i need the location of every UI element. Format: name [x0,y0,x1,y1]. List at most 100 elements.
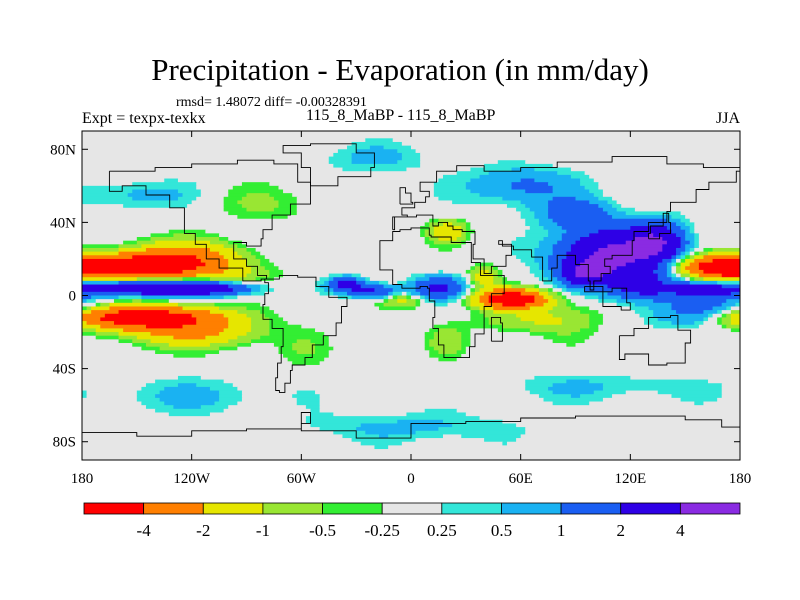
map-cell [520,200,549,205]
map-cell [685,251,691,256]
map-cell [237,386,526,392]
map-cell [269,332,325,337]
map-cell [470,233,526,238]
map-cell [82,160,330,165]
map-cell [666,273,673,278]
coastline [648,212,671,240]
map-cell [657,262,668,267]
map-cell [420,302,435,308]
map-cell [91,295,120,300]
map-cell [612,215,673,220]
map-cell [365,138,394,143]
map-cell [219,332,248,337]
map-cell [520,280,545,286]
map-cell [511,284,535,289]
map-cell [223,408,312,414]
map-cell [237,295,339,300]
map-cell [82,255,133,260]
colorbar-swatch [83,502,145,515]
map-cell [689,229,695,234]
map-cell [82,328,97,333]
map-cell [95,332,120,337]
map-cell [269,269,284,275]
map-cell [82,280,120,286]
map-cell [666,266,673,271]
map-cell [424,335,435,340]
map-cell [470,313,485,319]
map-cell [561,317,590,322]
map-cell [548,211,609,216]
map-cell [493,277,503,282]
map-cell [685,244,695,249]
map-cell [461,302,467,308]
map-cell [497,266,531,271]
map-cell [351,156,403,161]
map-cell [689,247,695,253]
map-cell [602,193,740,198]
map-cell [671,266,677,271]
map-cell [474,280,481,286]
map-cell [575,196,599,202]
stats-line: rmsd= 1.48072 diff= -0.00328391 [176,95,367,110]
map-cell [474,291,485,297]
map-cell [721,383,740,388]
map-cell [333,430,366,436]
map-cell [634,310,654,315]
map-cell [200,405,229,410]
map-cell [82,229,170,234]
map-cell [676,266,682,271]
colorbar-label: -0.25 [364,521,399,540]
map-cell [721,386,740,392]
map-cell [319,405,740,410]
map-cell [155,240,211,245]
map-cell [82,145,348,150]
map-cell [689,262,700,267]
map-cell [113,321,197,326]
map-cell [566,229,599,234]
map-cell [529,390,554,395]
map-cell [708,313,714,319]
map-cell [552,247,572,253]
map-cell [82,383,147,388]
colorbar-label: 2 [616,521,625,540]
map-cell [132,343,147,348]
map-cell [589,324,599,329]
map-cell [502,302,526,308]
map-cell [433,193,481,198]
map-cell [438,196,503,202]
map-cell [219,394,243,399]
map-cell [552,383,604,388]
map-cell [82,335,97,340]
map-cell [685,258,695,264]
map-cell [223,200,238,205]
map-cell [589,379,709,384]
map-cell [273,262,476,267]
map-cell [82,445,376,450]
map-cell [397,295,408,300]
map-cell [82,346,142,351]
map-cell [657,277,673,282]
map-cell [82,211,229,216]
map-cell [612,196,740,202]
map-cell [730,317,740,322]
map-cell [219,350,280,355]
map-cell [292,193,435,198]
map-cell [698,233,740,238]
map-cell [100,324,147,329]
map-cell [593,178,740,183]
map-cell [474,277,494,282]
map-cell [502,291,522,297]
map-cell [278,350,298,355]
map-cell [689,240,695,245]
colorbar-swatch [262,502,323,515]
map-cell [82,441,362,446]
map-cell [273,310,472,315]
map-cell [484,284,513,289]
map-cell [580,310,599,315]
map-cell [251,266,266,271]
map-cell [374,288,394,293]
map-cell [717,397,740,403]
map-cell [123,328,225,333]
map-cell [82,310,92,315]
map-cell [520,178,535,183]
